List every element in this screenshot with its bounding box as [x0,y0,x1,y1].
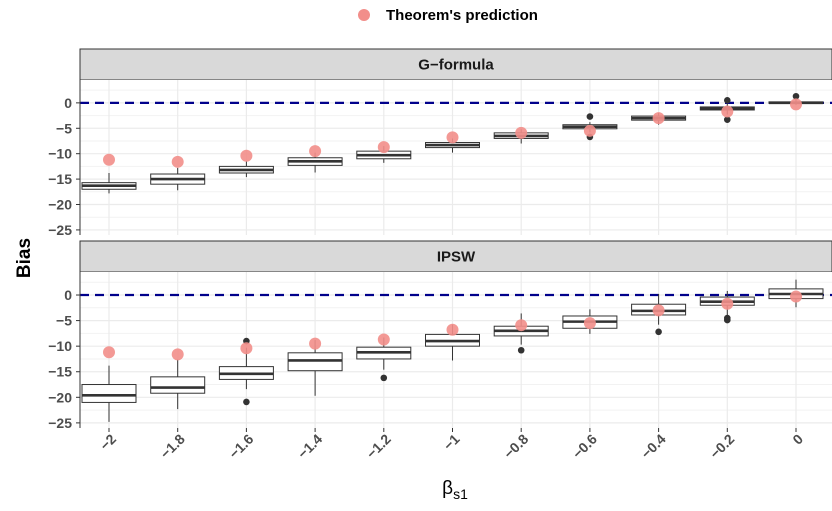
box-outlier-point [724,116,731,123]
x-tick-label: −2 [97,431,120,454]
y-tick-label: −20 [48,389,72,405]
box-group [81,365,137,422]
x-tick-label: −1.8 [157,431,188,462]
prediction-point [446,131,459,144]
y-tick-label: −5 [56,313,72,329]
prediction-point [103,346,115,359]
x-tick-label: −0.6 [569,431,600,462]
x-axis-title: βs1 [442,478,468,502]
legend-prediction-label: Theorem's prediction [386,7,538,24]
x-tick-label: 0 [789,431,806,448]
prediction-point [652,112,665,125]
panel-1: G−formula 0 −5 −10 −15 −20 −25 [48,48,832,238]
y-tick-label: −10 [48,338,72,354]
panel-background [80,80,832,235]
x-tick-label: −0.2 [707,431,738,462]
prediction-point [515,126,528,139]
y-tick-label: −15 [48,171,72,187]
prediction-point [721,297,734,310]
x-tick-label: −0.8 [500,431,531,462]
facet-panels: G−formula 0 −5 −10 −15 −20 −25 IPSW 0 −5 −10 −15 −20… [48,48,832,431]
y-axis-title: Bias [14,238,35,278]
y-tick-label: −15 [48,364,72,380]
y-tick-label: 0 [64,287,72,303]
prediction-point [583,124,596,137]
box-outlier-point [586,113,594,120]
prediction-point [790,290,802,303]
prediction-point [103,153,115,166]
panel-title: IPSW [437,249,476,266]
box-group [218,161,274,178]
x-tick-label: −1.6 [226,431,257,462]
panel-strip [79,240,832,273]
legend: Theorem's prediction [358,7,538,24]
prediction-point [240,149,253,162]
panel-2: IPSW 0 −5 −10 −15 −20 −25 [48,240,832,431]
box-outlier-point [724,314,731,322]
prediction-point [377,141,390,154]
x-axis-title-main: β [442,478,453,499]
panel-title: G−formula [418,57,494,74]
box-group [287,152,343,173]
box-group [150,359,206,410]
box-group [218,337,274,406]
prediction-point [309,337,322,350]
y-tick-label: 0 [64,95,72,111]
x-tick-labels: −2 −1.8 −1.6 −1.4 −1.2 −1 −0.8 −0.6 −0.4 −0.2 0 [97,428,806,462]
prediction-point [377,333,390,346]
box-outlier-point [517,346,525,354]
prediction-point [171,155,184,168]
panel-strip [79,48,832,81]
prediction-point [583,317,596,330]
box-group [150,167,206,191]
x-tick-label: −1.4 [294,431,325,462]
box-outlier-point [792,92,800,100]
y-tick-label: −10 [48,146,72,162]
legend-prediction-marker [358,9,370,21]
x-axis-title-subscript: s1 [453,486,468,502]
prediction-point [790,98,802,111]
y-tick-label: −20 [48,197,72,213]
box-iqr [150,376,206,394]
box-group [287,340,343,396]
box-outlier-point [243,398,250,406]
x-tick-label: −1 [440,431,463,454]
x-tick-label: −1.2 [363,431,394,462]
prediction-point [446,323,459,336]
box-outlier-point [655,328,662,336]
box-outlier-point [380,374,388,382]
box-group [81,173,137,194]
box-outlier-point [724,97,731,104]
y-tick-label: −25 [48,415,72,431]
y-tick-label: −5 [56,120,72,136]
prediction-point [309,145,322,158]
prediction-point [171,348,184,361]
prediction-point [515,319,528,332]
box-iqr [81,384,137,403]
prediction-point [652,304,665,317]
prediction-point [721,105,734,118]
prediction-point [240,342,253,355]
y-tick-label: −25 [48,222,72,238]
x-tick-label: −0.4 [638,431,669,462]
